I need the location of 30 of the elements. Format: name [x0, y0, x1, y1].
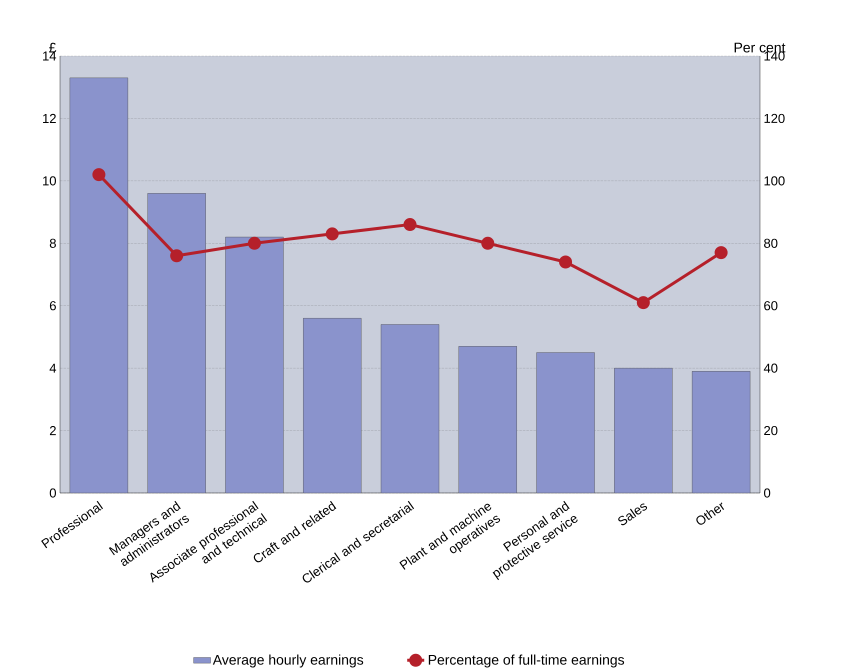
y-tick-label: 4: [50, 364, 56, 373]
y2-tick-label: 60: [764, 301, 778, 310]
y-axis-title: £: [49, 42, 56, 52]
y-tick-label: 14: [43, 52, 56, 60]
point: [404, 218, 417, 232]
legend-label: Percentage of full-time earnings: [428, 654, 624, 668]
y2-tick-label: 100: [764, 176, 785, 186]
y2-tick-label: 20: [764, 426, 778, 436]
x-tick-label: Sales: [618, 503, 648, 526]
y2-tick-label: 40: [764, 364, 778, 373]
point: [92, 168, 106, 182]
point: [636, 296, 650, 310]
point: [170, 249, 184, 262]
y-tick-label: 0: [50, 488, 56, 498]
y-tick-label: 6: [50, 301, 56, 310]
y2-tick-label: 120: [764, 114, 785, 124]
y-tick-label: 12: [43, 114, 56, 123]
point: [714, 246, 728, 260]
legend-label: Average hourly earnings: [212, 654, 364, 668]
y2-tick-label: 140: [764, 51, 785, 61]
point: [326, 227, 339, 240]
point: [481, 236, 494, 250]
point: [559, 256, 572, 269]
y-tick-label: 8: [50, 238, 56, 248]
y-tick-label: 10: [43, 176, 56, 186]
y2-tick-label: 0: [764, 488, 770, 498]
y-tick-label: 2: [50, 426, 56, 436]
point: [248, 236, 261, 250]
y2-tick-label: 80: [764, 238, 778, 248]
y2-axis-title: Per cent: [734, 42, 786, 52]
